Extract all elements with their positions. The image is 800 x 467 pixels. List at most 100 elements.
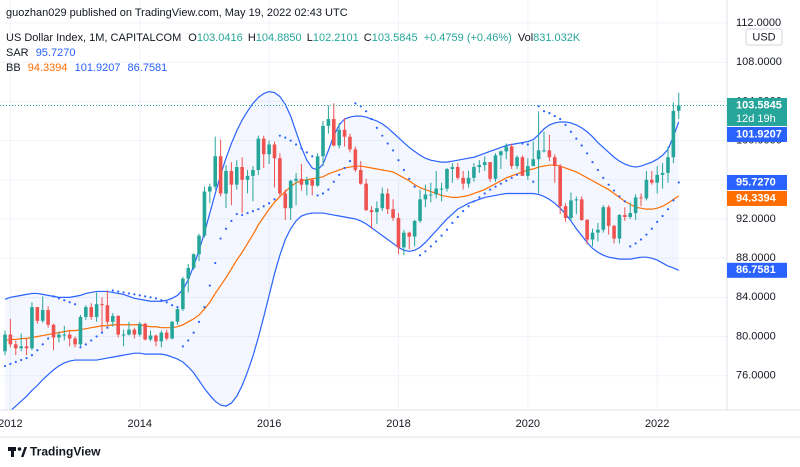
candle-body [633,197,638,214]
sar-dot [645,233,648,236]
ohlc-value: 103.5845 [372,32,418,44]
sar-dot [230,219,233,223]
x-tick-label: 2014 [128,418,152,430]
currency-box[interactable] [745,28,783,46]
sar-dot [575,137,578,140]
candle-body [671,110,676,158]
sar-dot [435,240,438,243]
candle-body [418,199,422,221]
candle-body [229,170,234,185]
change: +0.4759 (+0.46%) [424,32,512,44]
sar-dot [294,143,298,146]
sar-dot [456,215,459,219]
sar-dot [451,221,454,224]
sar-dot [127,292,131,295]
sar-dot [181,345,184,348]
published-note: guozhan029 published on TradingView.com,… [6,7,348,19]
candle-body [24,346,29,349]
candle-body [509,146,514,167]
sar-dot [79,346,82,349]
candle-body [148,335,153,340]
brand-logo [8,447,27,457]
candle-body [57,334,61,338]
sar-dot [41,343,44,346]
sar-dot [462,210,465,213]
price-box [727,126,787,142]
candle-body [396,217,401,248]
candle-body [369,210,374,213]
volume-key: Vol [518,32,533,44]
candle-body [73,338,77,345]
sar-dot [542,110,546,113]
candle-body [590,232,595,240]
price-box [727,174,787,190]
candle-body [601,207,606,230]
sar-dot [57,297,61,300]
sar-dot [650,227,653,230]
candle-body [423,194,428,200]
candle-body [542,150,546,152]
y-tick-label: 84.0000 [736,291,776,303]
sar-dot [505,179,508,182]
sar-dot [100,331,104,334]
candle-body [402,232,406,248]
candle-body [655,174,659,183]
x-tick-label: 2018 [386,418,410,430]
candle-body [267,144,271,155]
sar-dot [526,143,529,146]
sar-dot [413,185,416,188]
sar-dot [532,180,535,183]
candle-body [3,334,7,352]
sar-dot [144,295,147,298]
candle-body [676,105,681,111]
candle-body [461,177,465,184]
candle-body [159,332,164,342]
candle-body [552,157,557,167]
candle-body [40,310,45,321]
candle-body [493,155,498,179]
sar-dot [251,210,255,213]
indicator-value: 86.7581 [128,62,168,74]
candle-body [305,179,309,185]
candle-body [8,334,13,345]
candle-body [547,150,552,158]
candle-body [596,229,600,233]
logo-part [21,447,27,457]
sar-dot [332,180,335,183]
sar-dot [521,142,524,145]
brand: TradingView [30,445,101,459]
candle-body [240,167,244,180]
y-tick-label: 112.0000 [736,17,781,29]
candle-body [612,225,616,239]
candle-body [186,267,191,279]
sar-dot [106,326,109,329]
candle-body [326,119,331,126]
sar-dot [187,339,190,342]
sar-dot [569,130,573,133]
candle-body [84,307,88,317]
sar-dot [117,290,120,293]
candle-body [202,191,207,236]
candle-body [111,315,115,322]
indicator-value: 101.9207 [75,62,121,74]
indicator-name: SAR [6,47,29,59]
symbol: US Dollar Index, 1M, CAPITALCOM [6,32,181,44]
candle-body [19,346,23,349]
sar-dot [354,102,357,105]
candle-body [251,169,255,176]
candle-body [628,213,633,218]
sar-dot [612,189,616,192]
sar-dot [467,205,470,208]
x-tick-label: 2012 [0,418,23,430]
currency: USD [752,31,775,43]
sar-dot [424,250,427,253]
candle-body [558,166,562,207]
candle-body [472,167,476,178]
indicator-value: 94.3394 [28,62,68,74]
sar-dot [73,303,77,306]
sar-dot [548,112,551,115]
candle-body [563,206,568,218]
candle-body [197,235,201,255]
